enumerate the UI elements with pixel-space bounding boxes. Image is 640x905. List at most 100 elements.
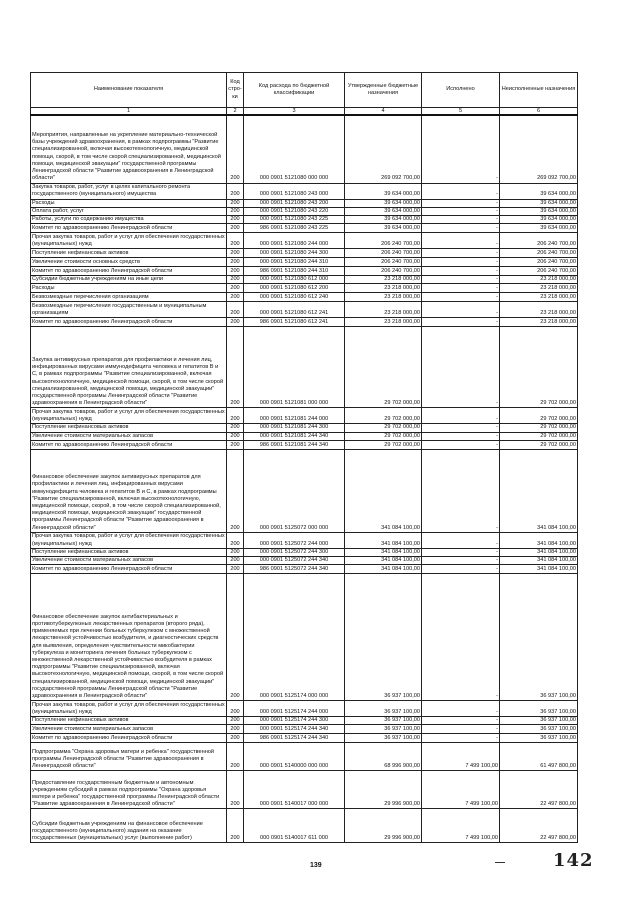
line-code-cell: 200: [226, 232, 244, 250]
executed-amount-cell: 7 499 100,00: [421, 808, 500, 844]
approved-amount-cell: 29 996 900,00: [344, 808, 422, 844]
approved-amount-cell: 39 634 000,00: [344, 214, 422, 225]
table-row: Субсидии бюджетным учреждениям на финанс…: [30, 808, 578, 844]
budget-code-cell: 000 0901 5125174 000 000: [243, 573, 345, 702]
indicator-name-cell: Финансовое обеспечение закупок антибакте…: [30, 573, 227, 702]
budget-code-cell: 000 0901 5121081 244 000: [243, 407, 345, 425]
table-row: Прочая закупка товаров, работ и услуг дл…: [30, 232, 578, 250]
approved-amount-cell: 23 218 000,00: [344, 283, 422, 294]
approved-amount-cell: 39 634 000,00: [344, 206, 422, 216]
column-number: 2: [226, 107, 244, 116]
remaining-amount-cell: 29 702 000,00: [499, 423, 578, 433]
approved-amount-cell: 23 218 000,00: [344, 317, 422, 328]
executed-amount-cell: -: [421, 317, 500, 328]
line-code-cell: 200: [226, 292, 244, 303]
table-row: Прочая закупка товаров, работ и услуг дл…: [30, 531, 578, 549]
remaining-amount-cell: 39 634 000,00: [499, 182, 578, 200]
remaining-amount-cell: 206 240 700,00: [499, 248, 578, 259]
budget-code-cell: 000 0901 5121080 612 000: [243, 275, 345, 285]
approved-amount-cell: 36 937 100,00: [344, 573, 422, 702]
column-number: 5: [421, 107, 500, 116]
line-code-cell: 200: [226, 206, 244, 216]
executed-amount-cell: -: [421, 257, 500, 268]
indicator-name-cell: Финансовое обеспечение закупок антивирус…: [30, 448, 227, 533]
indicator-name-cell: Поступление нефинансовых активов: [30, 547, 227, 557]
approved-amount-cell: 206 240 700,00: [344, 248, 422, 259]
approved-amount-cell: 29 702 000,00: [344, 423, 422, 433]
budget-code-cell: 000 0901 5121080 244 310: [243, 257, 345, 268]
executed-amount-cell: -: [421, 733, 500, 744]
indicator-name-cell: Комитет по здравоохранению Ленинградской…: [30, 266, 227, 277]
remaining-amount-cell: 36 937 100,00: [499, 573, 578, 702]
column-number: 4: [344, 107, 422, 116]
executed-amount-cell: 7 499 100,00: [421, 742, 500, 772]
remaining-amount-cell: 23 218 000,00: [499, 283, 578, 294]
page-number: 139: [310, 862, 322, 869]
approved-amount-cell: 36 937 100,00: [344, 716, 422, 726]
remaining-amount-cell: 29 702 000,00: [499, 326, 578, 409]
approved-amount-cell: 36 937 100,00: [344, 700, 422, 718]
line-code-cell: 200: [226, 248, 244, 259]
line-code-cell: 200: [226, 257, 244, 268]
approved-amount-cell: 29 996 900,00: [344, 770, 422, 810]
executed-amount-cell: -: [421, 448, 500, 533]
budget-code-cell: 000 0901 5140017 000 000: [243, 770, 345, 810]
line-code-cell: 200: [226, 114, 244, 184]
executed-amount-cell: -: [421, 198, 500, 208]
approved-amount-cell: 29 702 000,00: [344, 431, 422, 441]
indicator-name-cell: Предоставление государственным бюджетным…: [30, 770, 227, 810]
remaining-amount-cell: 206 240 700,00: [499, 266, 578, 277]
line-code-cell: 200: [226, 317, 244, 328]
table-row: Поступление нефинансовых активов 200 000 0…: [30, 547, 578, 557]
executed-amount-cell: -: [421, 423, 500, 433]
indicator-name-cell: Поступление нефинансовых активов: [30, 716, 227, 726]
indicator-name-cell: Субсидии бюджетным учреждениям на финанс…: [30, 808, 227, 844]
budget-code-cell: 000 0901 5140000 000 000: [243, 742, 345, 772]
indicator-name-cell: Прочая закупка товаров, работ и услуг дл…: [30, 531, 227, 549]
approved-amount-cell: 23 218 000,00: [344, 292, 422, 303]
table-row: Комитет по здравоохранению Ленинградской…: [30, 223, 578, 234]
executed-amount-cell: -: [421, 555, 500, 566]
indicator-name-cell: Поступление нефинансовых активов: [30, 423, 227, 433]
executed-amount-cell: -: [421, 564, 500, 575]
remaining-amount-cell: 23 218 000,00: [499, 301, 578, 319]
approved-amount-cell: 341 084 100,00: [344, 547, 422, 557]
table-row: Увеличение стоимости основных средств 200…: [30, 257, 578, 268]
table-row: Закупка антивирусных препаратов для проф…: [30, 326, 578, 409]
remaining-amount-cell: 36 937 100,00: [499, 733, 578, 744]
remaining-amount-cell: 341 084 100,00: [499, 531, 578, 549]
header-remaining: Неисполненные назначения: [499, 72, 578, 108]
indicator-name-cell: Увеличение стоимости основных средств: [30, 257, 227, 268]
line-code-cell: 200: [226, 808, 244, 844]
indicator-name-cell: Прочая закупка товаров, работ и услуг дл…: [30, 407, 227, 425]
table-row: Комитет по здравоохранению Ленинградской…: [30, 266, 578, 277]
budget-code-cell: 000 0901 5121081 244 300: [243, 423, 345, 433]
indicator-name-cell: Подпрограмма "Охрана здоровья матери и р…: [30, 742, 227, 772]
budget-code-cell: 000 0901 5121080 243 220: [243, 206, 345, 216]
indicator-name-cell: Работы, услуги по содержанию имущества: [30, 214, 227, 225]
indicator-name-cell: Комитет по здравоохранению Ленинградской…: [30, 564, 227, 575]
header-line-code: Код стро-ки: [226, 72, 244, 108]
executed-amount-cell: -: [421, 431, 500, 441]
table-row: Субсидии бюджетным учреждениям на иные ц…: [30, 275, 578, 285]
line-code-cell: 200: [226, 742, 244, 772]
table-row: Работы, услуги по содержанию имущества 20…: [30, 214, 578, 225]
budget-code-cell: 000 0901 5125174 244 300: [243, 716, 345, 726]
line-code-cell: 200: [226, 564, 244, 575]
indicator-name-cell: Поступление нефинансовых активов: [30, 248, 227, 259]
remaining-amount-cell: 341 084 100,00: [499, 547, 578, 557]
executed-amount-cell: -: [421, 700, 500, 718]
line-code-cell: 200: [226, 214, 244, 225]
table-row: Комитет по здравоохранению Ленинградской…: [30, 564, 578, 575]
line-code-cell: 200: [226, 733, 244, 744]
budget-code-cell: 000 0901 5121081 244 340: [243, 431, 345, 441]
remaining-amount-cell: 36 937 100,00: [499, 716, 578, 726]
line-code-cell: 200: [226, 573, 244, 702]
indicator-name-cell: Комитет по здравоохранению Ленинградской…: [30, 223, 227, 234]
approved-amount-cell: 39 634 000,00: [344, 182, 422, 200]
line-code-cell: 200: [226, 555, 244, 566]
executed-amount-cell: -: [421, 223, 500, 234]
column-number: 3: [243, 107, 345, 116]
line-code-cell: 200: [226, 716, 244, 726]
line-code-cell: 200: [226, 326, 244, 409]
